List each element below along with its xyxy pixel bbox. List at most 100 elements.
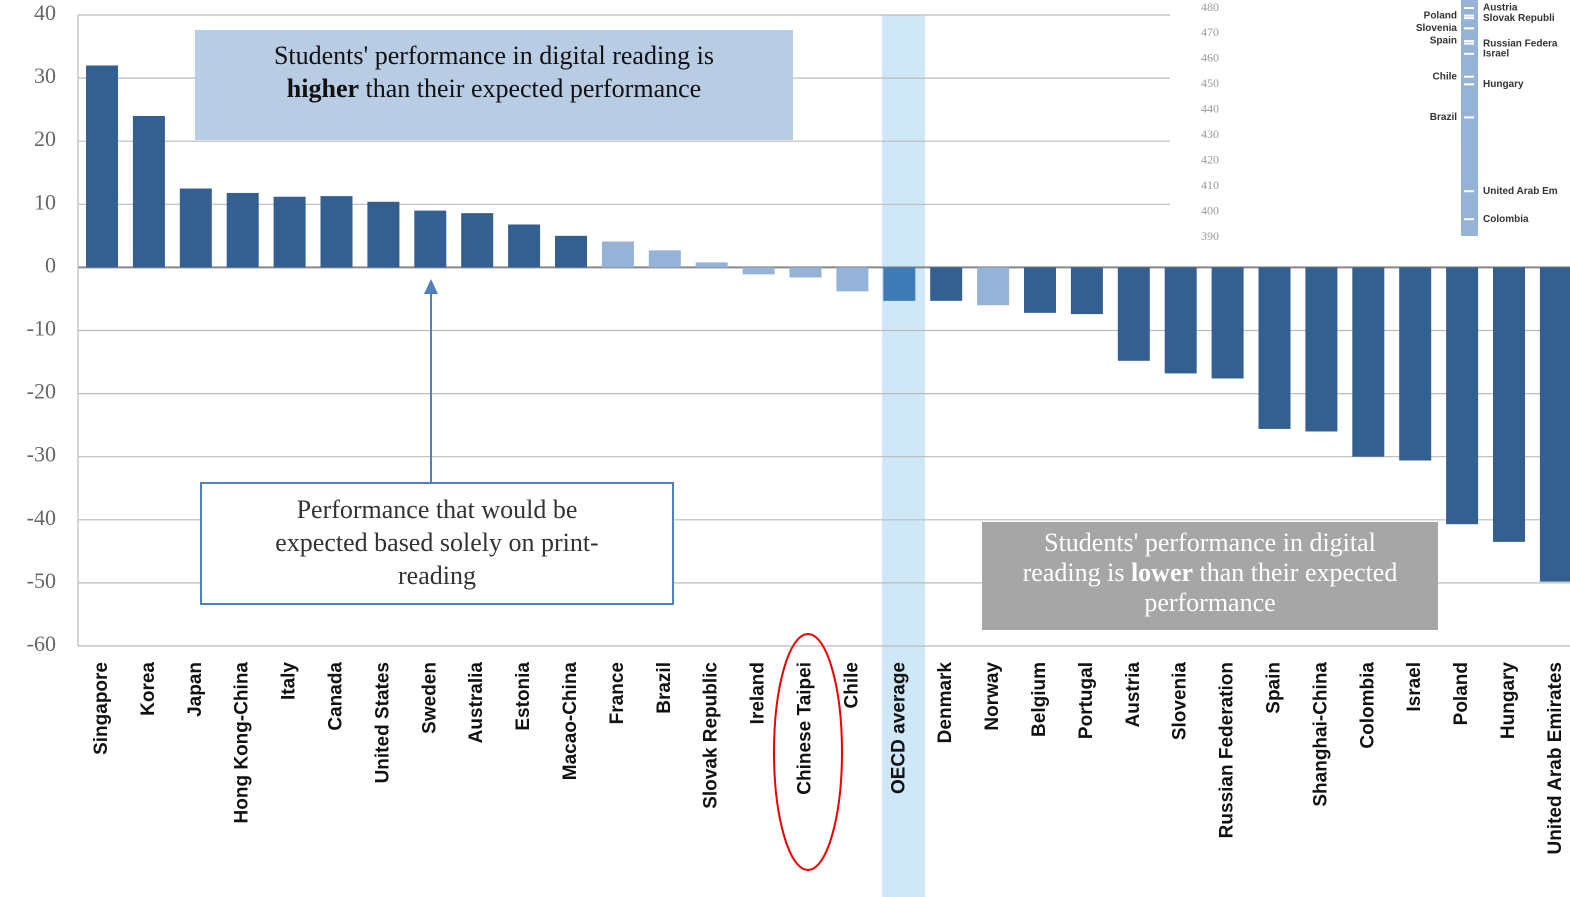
bar — [226, 192, 259, 268]
bar — [414, 210, 447, 268]
bar — [1070, 267, 1103, 315]
x-tick-label: United Arab Emirates — [1545, 662, 1566, 855]
x-tick-label: Chile — [841, 662, 862, 708]
annotation-text: Students' performance in digital — [1044, 528, 1376, 557]
bar — [695, 262, 728, 268]
bar — [132, 115, 165, 268]
inset-background — [1170, 0, 1570, 247]
x-tick-label: Israel — [1404, 662, 1425, 712]
x-tick-label: Belgium — [1029, 662, 1050, 737]
inset-y-tick-label: 430 — [1201, 127, 1219, 141]
y-tick-label: -40 — [27, 505, 56, 530]
inset-y-tick-label: 400 — [1201, 203, 1219, 217]
inset-y-tick-label: 440 — [1201, 102, 1219, 116]
x-tick-label: Slovak Republic — [701, 662, 722, 809]
x-tick-label: Ireland — [748, 662, 769, 724]
bar — [1211, 267, 1244, 379]
bar — [742, 267, 775, 275]
y-tick-label: -60 — [27, 631, 56, 656]
inset-y-tick-label: 470 — [1201, 25, 1219, 39]
inset-label: Russian Federa — [1483, 38, 1558, 49]
y-tick-label: 30 — [34, 63, 56, 88]
bar — [320, 196, 353, 268]
y-tick-label: -20 — [27, 379, 56, 404]
bar — [883, 267, 916, 301]
x-tick-label: Macao-China — [560, 662, 581, 781]
x-tick-label: Poland — [1451, 662, 1472, 725]
x-tick-label: OECD average — [888, 662, 909, 794]
y-tick-label: -30 — [27, 442, 56, 467]
annotation-segment: Performance that would be — [297, 495, 578, 524]
inset-label: Poland — [1424, 10, 1457, 21]
annotation-text: Performance that would be — [297, 495, 578, 524]
bar — [1305, 267, 1338, 432]
bar — [1493, 267, 1525, 542]
bar — [555, 235, 587, 268]
inset-label: Brazil — [1430, 112, 1457, 123]
x-tick-label: Denmark — [935, 662, 956, 744]
annotation-segment: expected based solely on print- — [275, 528, 598, 557]
annotation-text: expected based solely on print- — [275, 528, 598, 557]
x-tick-label: Sweden — [419, 662, 440, 734]
x-tick-label: France — [607, 662, 628, 724]
x-tick-label: Slovenia — [1170, 662, 1191, 741]
x-tick-label: Italy — [279, 662, 300, 700]
x-tick-label: Singapore — [91, 662, 112, 755]
bar — [1399, 267, 1432, 461]
y-tick-label: -50 — [27, 568, 56, 593]
inset-label: Colombia — [1483, 214, 1529, 225]
inset-label: Austria — [1483, 3, 1518, 14]
x-tick-label: Chinese Taipei — [795, 662, 816, 795]
x-tick-label: Russian Federation — [1217, 662, 1238, 838]
bar — [1024, 267, 1056, 313]
bar — [179, 188, 212, 268]
annotation-text: reading — [398, 561, 476, 590]
y-tick-label: 0 — [45, 252, 56, 277]
x-tick-label: Norway — [982, 662, 1003, 731]
inset-label: Slovenia — [1416, 23, 1458, 34]
x-tick-label: Spain — [1264, 662, 1285, 714]
inset-label: Slovak Republi — [1483, 13, 1555, 24]
annotation-segment: Students' performance in digital — [1044, 528, 1376, 557]
annotation-text: performance — [1144, 588, 1275, 617]
arrow-head — [424, 279, 438, 294]
inset-label: Spain — [1430, 36, 1457, 47]
annotation-box — [200, 482, 674, 605]
bar — [1164, 267, 1197, 374]
annotation-segment: Students' performance in digital reading… — [274, 41, 714, 70]
bar — [367, 201, 400, 268]
bar — [977, 267, 1010, 306]
x-tick-label: Korea — [138, 662, 159, 716]
annotation-box — [195, 30, 793, 140]
inset-y-tick-label: 450 — [1201, 76, 1219, 90]
annotation-segment: performance — [1144, 588, 1275, 617]
oecd-band — [882, 15, 925, 897]
annotation-segment: higher — [287, 74, 359, 103]
x-tick-label: United States — [372, 662, 393, 783]
x-tick-label: Hong Kong-China — [232, 662, 253, 824]
y-tick-label: 10 — [34, 189, 56, 214]
inset-label: Chile — [1433, 71, 1458, 82]
bar — [789, 267, 822, 278]
bar — [1117, 267, 1150, 361]
highlight — [773, 633, 843, 871]
annotation-segment: than their expected performance — [359, 74, 701, 103]
y-tick-label: 40 — [34, 0, 56, 25]
inset-y-tick-label: 460 — [1201, 51, 1219, 65]
bar — [461, 213, 494, 268]
x-tick-label: Japan — [185, 662, 206, 717]
bar — [648, 250, 681, 268]
inset-y-tick-label: 390 — [1201, 229, 1219, 243]
annotation-text: reading is lower than their expected — [1023, 558, 1398, 587]
y-tick-label: -10 — [27, 316, 56, 341]
inset-label: Hungary — [1483, 79, 1524, 90]
x-tick-label: Brazil — [654, 662, 675, 714]
bar — [1258, 267, 1291, 429]
annotation-segment: than their expected — [1193, 558, 1397, 587]
y-tick-label: 20 — [34, 126, 56, 151]
x-tick-label: Canada — [326, 662, 347, 731]
annotation-segment: lower — [1131, 558, 1193, 587]
inset-label: Israel — [1483, 48, 1509, 59]
bar — [601, 241, 634, 268]
